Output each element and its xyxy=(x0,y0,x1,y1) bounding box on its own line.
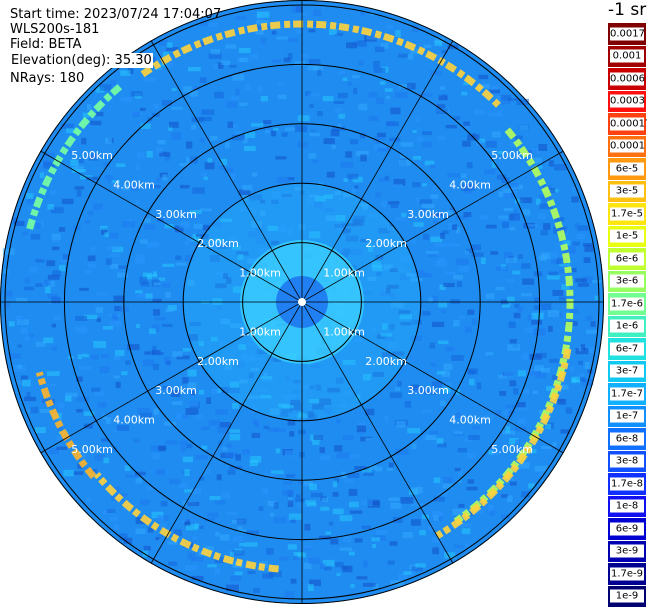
colorbar-tick-label: 1.7e-7 xyxy=(610,387,644,400)
range-ring-label: 4.00km xyxy=(113,414,155,427)
colorbar-cell: 3e-5 xyxy=(607,180,647,204)
colorbar-cell: 6e-7 xyxy=(607,337,647,361)
colorbar-tick-label: 3e-9 xyxy=(610,545,644,558)
range-ring-label: 4.00km xyxy=(449,178,491,191)
range-ring-label: 5.00km xyxy=(71,149,113,162)
colorbar-tick-label: 1.7e-5 xyxy=(610,207,644,220)
range-ring-label: 4.00km xyxy=(449,414,491,427)
colorbar-cell: 1.7e-7 xyxy=(607,382,647,406)
elevation-label: Elevation(deg): 35.30 xyxy=(10,53,153,68)
colorbar-cell: 1.7e-9 xyxy=(607,562,647,586)
radar-center-marker xyxy=(298,298,306,306)
instrument-label: WLS200s-181 xyxy=(10,22,99,37)
range-ring-label: 2.00km xyxy=(197,355,239,368)
colorbar-tick-label: 1e-6 xyxy=(610,320,644,333)
colorbar-tick-label: 1e-9 xyxy=(610,590,644,603)
colorbar-cell: 1.7e-8 xyxy=(607,472,647,496)
colorbar-cell: 1e-5 xyxy=(607,225,647,249)
colorbar-cell: 0.00017 xyxy=(607,112,647,136)
colorbar-tick-label: 6e-9 xyxy=(610,522,644,535)
range-ring-label: 1.00km xyxy=(323,325,365,338)
colorbar-tick-label: 0.00017 xyxy=(610,117,644,130)
colorbar-cell: 1.7e-5 xyxy=(607,202,647,226)
range-ring-label: 5.00km xyxy=(491,149,533,162)
colorbar-tick-label: 1.7e-6 xyxy=(610,297,644,310)
range-ring-label: 3.00km xyxy=(407,208,449,221)
range-ring-label: 3.00km xyxy=(407,384,449,397)
colorbar-cell: 1.7e-6 xyxy=(607,292,647,316)
colorbar-unit-title: -1 sr xyxy=(608,0,646,20)
colorbar-tick-label: 6e-7 xyxy=(610,342,644,355)
ppi-polar-plot: 1.00km 1.00km 1.00km 1.00km 2.00km 2.00km 2.00… xyxy=(0,0,607,607)
colorbar-tick-label: 1e-7 xyxy=(610,410,644,423)
colorbar-tick-label: 1.7e-8 xyxy=(610,477,644,490)
colorbar-cell: 0.0006 xyxy=(607,67,647,91)
range-ring-label: 2.00km xyxy=(365,355,407,368)
colorbar-tick-label: 0.0001 xyxy=(610,140,644,153)
range-ring-label: 2.00km xyxy=(197,237,239,250)
colorbar-cell: 0.0003 xyxy=(607,90,647,114)
colorbar-tick-label: 6e-8 xyxy=(610,432,644,445)
colorbar-cell: 1e-7 xyxy=(607,405,647,429)
colorbar-tick-label: 1e-5 xyxy=(610,230,644,243)
range-ring-label: 5.00km xyxy=(491,443,533,456)
colorbar-cell: 0.001 xyxy=(607,45,647,69)
range-ring-label: 4.00km xyxy=(113,178,155,191)
range-ring-label: 1.00km xyxy=(239,267,281,280)
colorbar-cell: 1e-8 xyxy=(607,495,647,519)
range-ring-label: 3.00km xyxy=(155,208,197,221)
colorbar-tick-label: 3e-7 xyxy=(610,365,644,378)
range-ring-label: 1.00km xyxy=(239,325,281,338)
colorbar-tick-label: 1.7e-9 xyxy=(610,567,644,580)
colorbar-cell: 0.0001 xyxy=(607,135,647,159)
range-ring-label: 5.00km xyxy=(71,443,113,456)
colorbar-cell: 6e-6 xyxy=(607,247,647,271)
colorbar-cell: 3e-6 xyxy=(607,270,647,294)
colorbar-tick-label: 3e-8 xyxy=(610,455,644,468)
colorbar-tick-label: 6e-6 xyxy=(610,252,644,265)
colorbar-tick-label: 3e-6 xyxy=(610,275,644,288)
colorbar-cell: 6e-8 xyxy=(607,427,647,451)
start-time-label: Start time: 2023/07/24 17:04:07 xyxy=(10,7,221,22)
colorbar-tick-label: 0.001 xyxy=(610,50,644,63)
nrays-label: NRays: 180 xyxy=(10,71,84,86)
colorbar-tick-label: 0.0006 xyxy=(610,72,644,85)
colorbar-cell: 3e-8 xyxy=(607,450,647,474)
colorbar-tick-label: 6e-5 xyxy=(610,162,644,175)
colorbar-cell: 3e-7 xyxy=(607,360,647,384)
colorbar-cell: 6e-9 xyxy=(607,517,647,541)
range-ring-label: 2.00km xyxy=(365,237,407,250)
colorbar-cell: 1e-9 xyxy=(607,585,647,608)
colorbar-tick-label: 1e-8 xyxy=(610,500,644,513)
colorbar-cell: 3e-9 xyxy=(607,540,647,564)
field-label: Field: BETA xyxy=(10,37,81,52)
colorbar-tick-label: 0.0003 xyxy=(610,95,644,108)
colorbar-cell: 0.0017 xyxy=(607,22,647,46)
colorbar-tick-label: 3e-5 xyxy=(610,185,644,198)
colorbar: 0.0017 0.001 0.0006 0.0003 0.00017 0.0001 6e-5… xyxy=(607,22,647,607)
colorbar-tick-label: 0.0017 xyxy=(610,27,644,40)
colorbar-cell: 1e-6 xyxy=(607,315,647,339)
range-ring-label: 1.00km xyxy=(323,267,365,280)
range-ring-label: 3.00km xyxy=(155,384,197,397)
colorbar-cell: 6e-5 xyxy=(607,157,647,181)
